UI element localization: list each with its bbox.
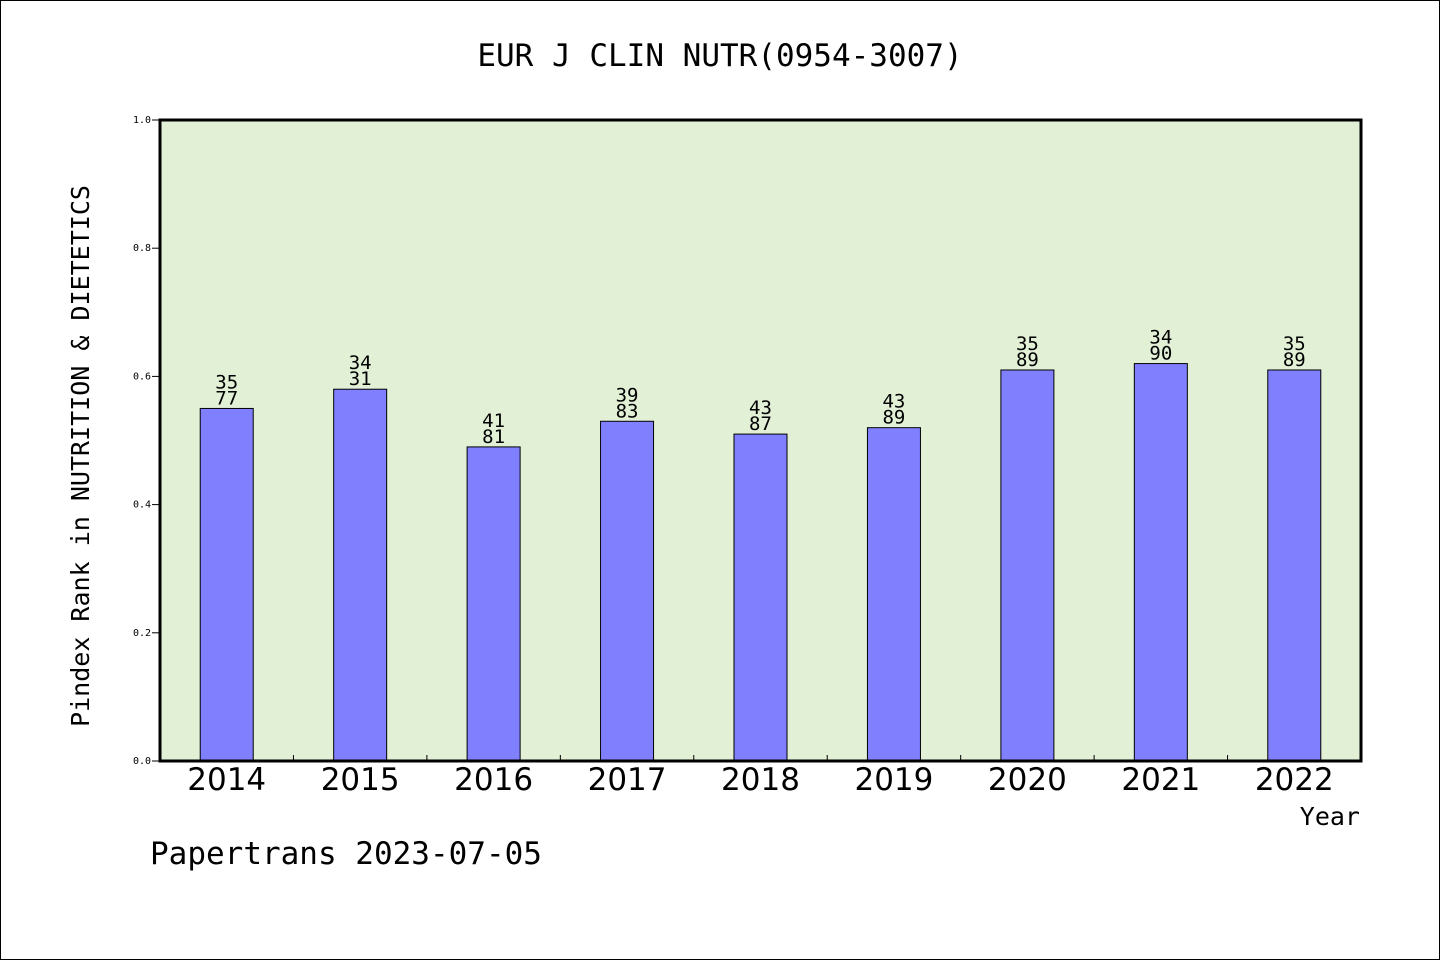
bar-label-top: 34	[349, 352, 372, 374]
bar-2020	[1000, 369, 1055, 762]
bar-label-bottom: 87	[749, 413, 772, 435]
bar-label-bottom: 83	[616, 400, 639, 422]
bar-label-top: 35	[1283, 333, 1306, 355]
bar-2021	[1133, 363, 1188, 762]
x-tick-label: 2017	[588, 762, 667, 798]
bar-2019	[866, 427, 921, 762]
y-axis-label: Pindex Rank in NUTRITION & DIETETICS	[66, 185, 95, 727]
x-tick-label: 2022	[1255, 762, 1334, 798]
y-tick-label: 0.8	[133, 243, 151, 254]
x-tick-label: 2018	[721, 762, 800, 798]
x-tick-label: 2014	[187, 762, 266, 798]
y-tick-label: 1.0	[133, 115, 151, 126]
bar-label-top: 35	[215, 371, 238, 393]
bar-label-bottom: 89	[1016, 349, 1039, 371]
bar-2017	[600, 420, 655, 762]
bar-label-bottom: 90	[1149, 343, 1172, 365]
x-tick-label: 2021	[1121, 762, 1200, 798]
y-axis: 0.0 0.2 0.4 0.6 0.8 1.0	[133, 115, 160, 767]
bar-label-bottom: 89	[882, 407, 905, 429]
x-tick-label: 2020	[988, 762, 1067, 798]
bar-label-top: 43	[882, 391, 905, 413]
x-tick-label: 2019	[854, 762, 933, 798]
y-tick-label: 0.0	[133, 756, 151, 767]
bar-label-top: 43	[749, 397, 772, 419]
chart-title: EUR J CLIN NUTR(0954-3007)	[477, 38, 962, 74]
x-axis: 2014 2015 2016 2017 2018 2019 2020 2021 2022	[187, 755, 1334, 798]
bar-label-bottom: 81	[482, 426, 505, 448]
bar-2018	[733, 433, 788, 762]
x-tick-label: 2015	[321, 762, 400, 798]
bar-2016	[466, 446, 521, 762]
bar-label-top: 39	[616, 384, 639, 406]
bar-2022	[1267, 369, 1322, 762]
bar-label-top: 41	[482, 410, 505, 432]
bar-label-bottom: 31	[349, 368, 372, 390]
plot-border	[158, 118, 1363, 763]
x-tick-label: 2016	[454, 762, 533, 798]
x-axis-label: Year	[1300, 802, 1360, 831]
bar-label-bottom: 89	[1283, 349, 1306, 371]
bar-2015	[333, 388, 388, 762]
bars-group	[199, 363, 1322, 762]
bar-2014	[199, 407, 254, 762]
bar-label-bottom: 77	[215, 387, 238, 409]
bar-label-top: 35	[1016, 333, 1039, 355]
y-tick-label: 0.6	[133, 371, 151, 382]
y-tick-label: 0.4	[133, 500, 151, 511]
footer-credit: Papertrans 2023-07-05	[150, 836, 542, 872]
bar-label-top: 34	[1149, 327, 1172, 349]
y-tick-label: 0.2	[133, 628, 151, 639]
